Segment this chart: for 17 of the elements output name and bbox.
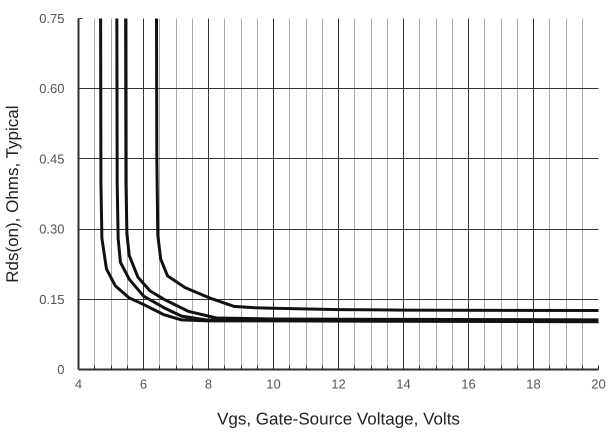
x-tick-label: 18	[526, 376, 541, 392]
x-tick-label: 16	[461, 376, 476, 392]
x-tick-label: 4	[74, 376, 82, 392]
x-tick-label: 12	[331, 376, 346, 392]
x-tick-label: 20	[591, 376, 606, 392]
x-tick-label: 8	[204, 376, 212, 392]
x-tick-label: 14	[396, 376, 411, 392]
x-tick-label: 6	[140, 376, 148, 392]
y-tick-label: 0.75	[39, 11, 65, 26]
x-tick-label: 10	[266, 376, 281, 392]
y-tick-label: 0.30	[39, 222, 65, 237]
x-axis-title: Vgs, Gate-Source Voltage, Volts	[217, 410, 460, 428]
y-tick-label: 0.60	[39, 81, 65, 96]
y-tick-label: 0.15	[39, 292, 65, 307]
y-axis-title: Rds(on), Ohms, Typical	[3, 106, 22, 283]
y-tick-label: 0.45	[39, 151, 65, 166]
y-tick-label: 0	[57, 362, 65, 377]
